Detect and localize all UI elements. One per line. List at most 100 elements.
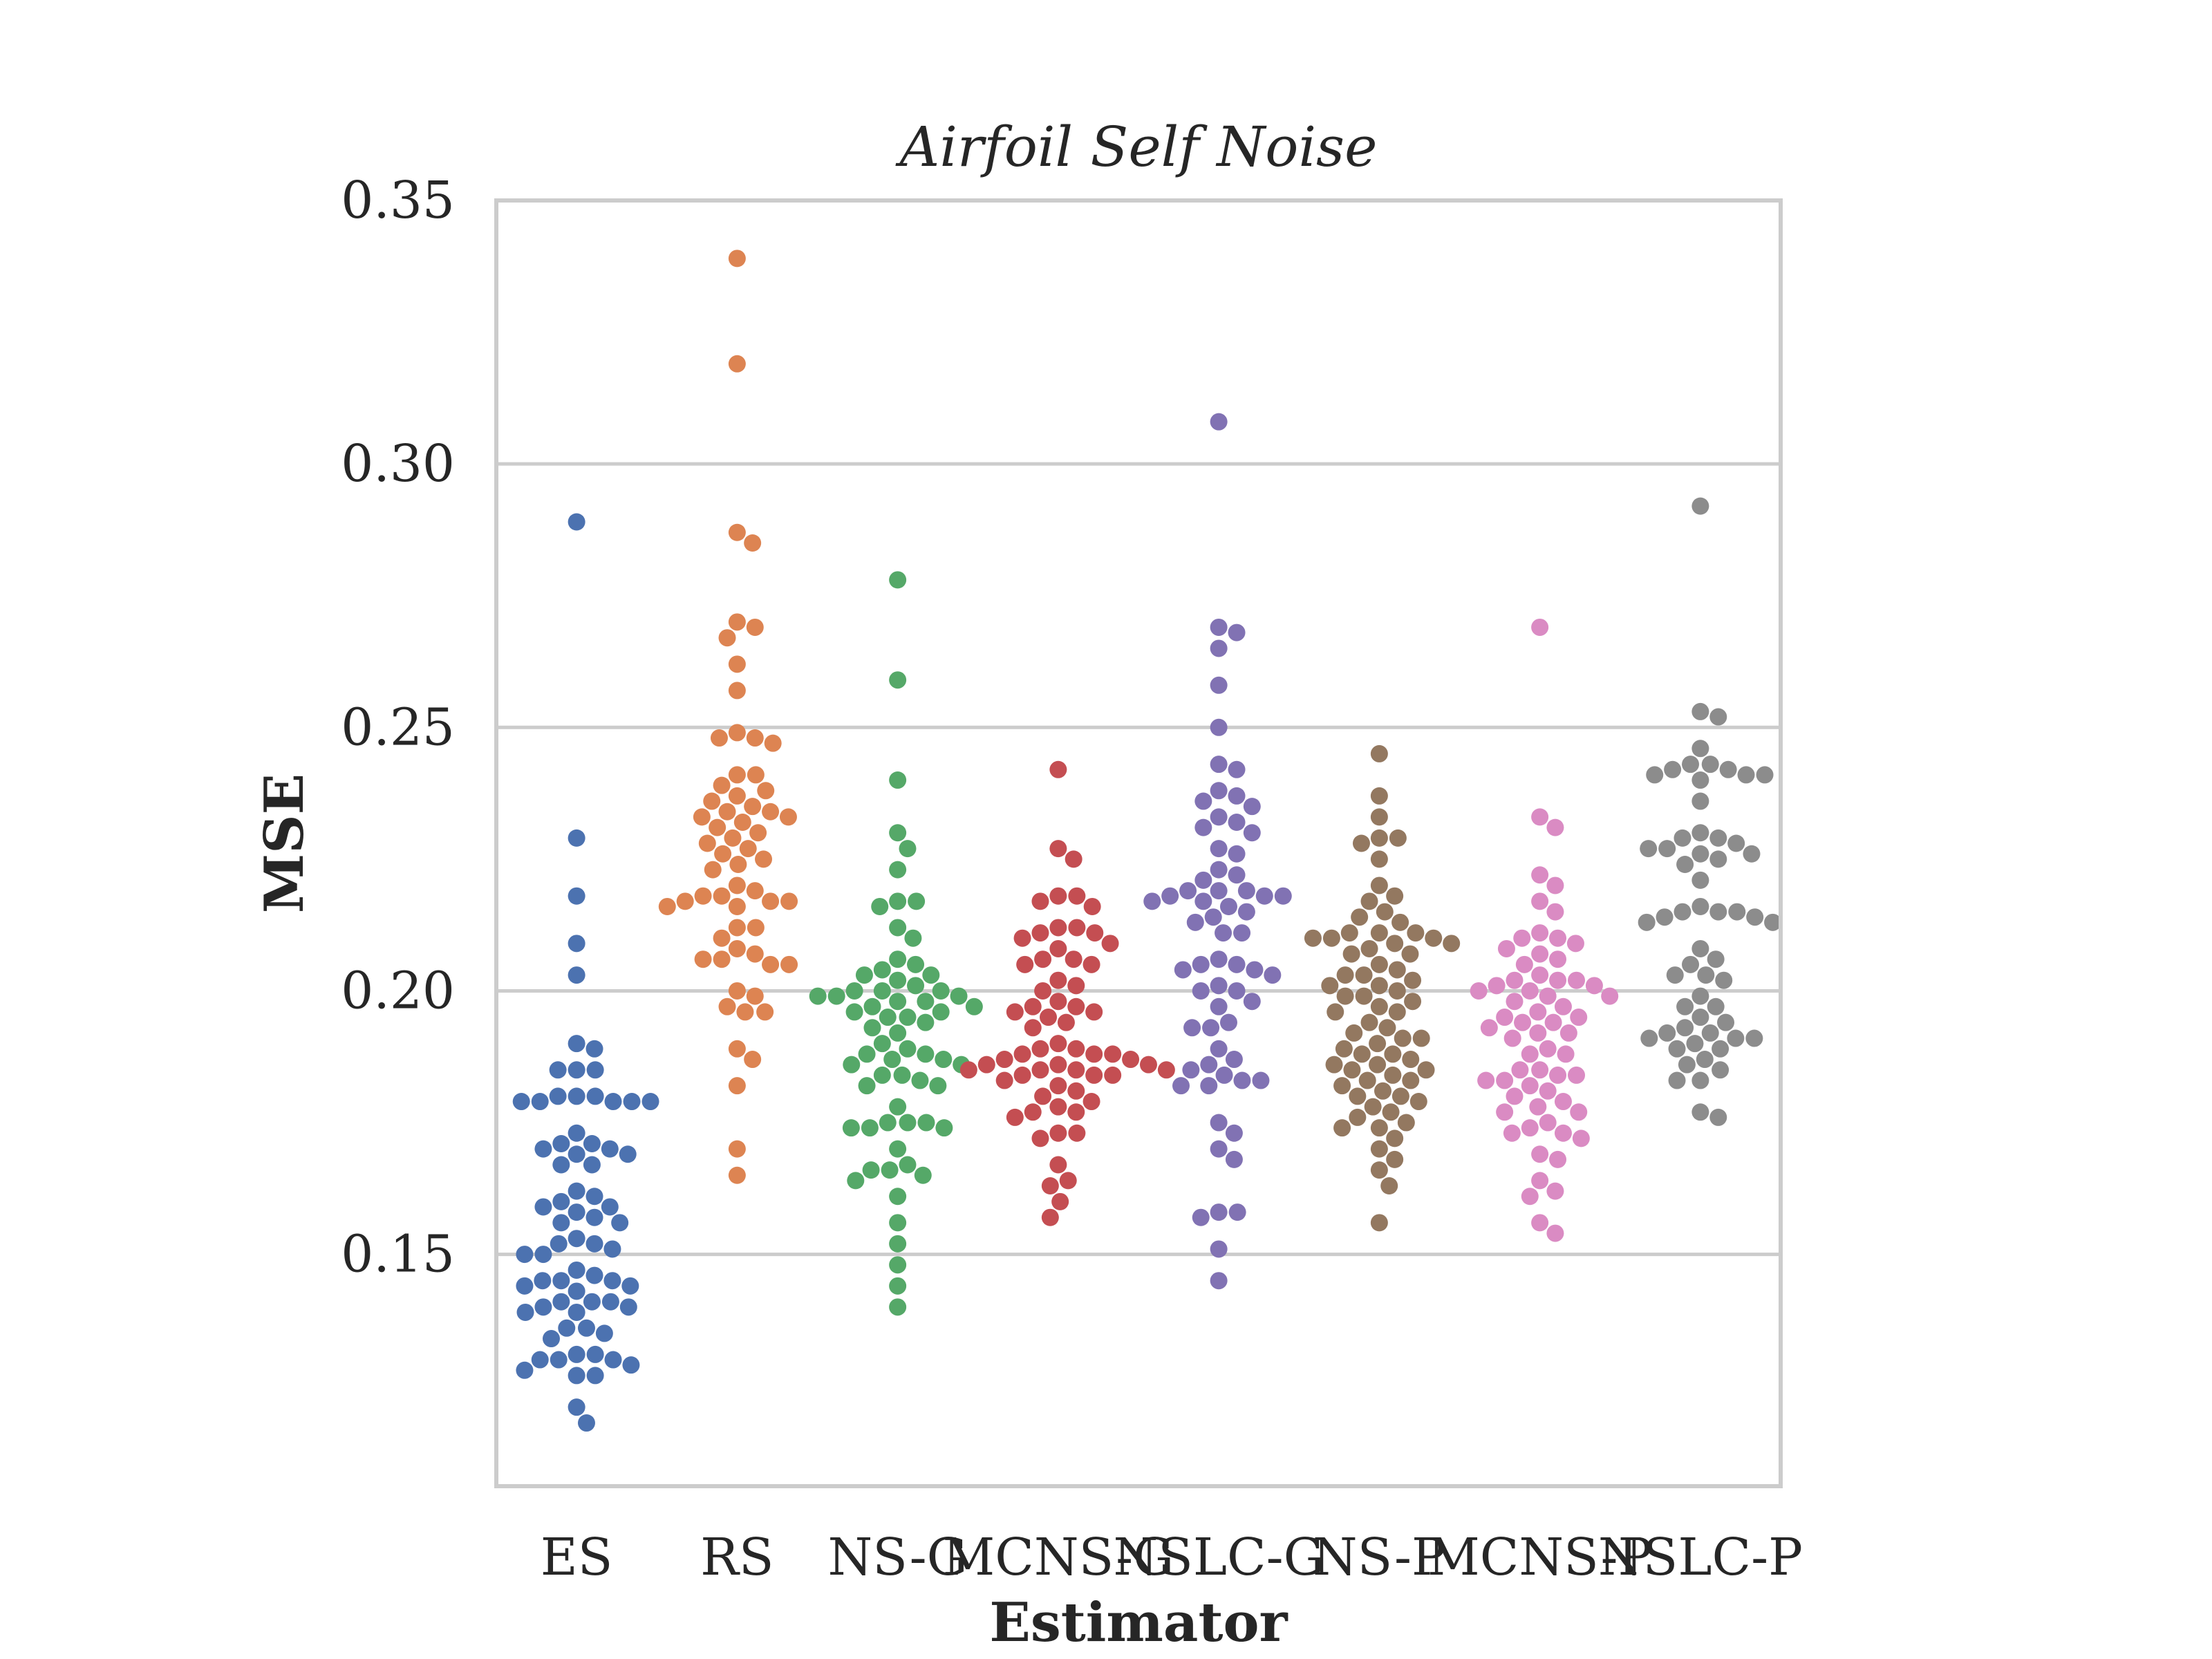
data-point [995, 1051, 1013, 1069]
data-point [583, 1135, 601, 1153]
data-point [728, 613, 746, 631]
data-point [1386, 935, 1404, 953]
y-tick-labels: 0.15 0.20 0.25 0.30 0.35 [341, 171, 455, 1284]
data-point [1674, 829, 1691, 847]
data-point [585, 1208, 603, 1226]
data-point [899, 1114, 917, 1132]
data-point [1041, 1177, 1059, 1194]
data-point [516, 1277, 534, 1295]
data-point [1701, 1024, 1719, 1042]
data-point [1049, 939, 1067, 957]
data-point [1691, 845, 1709, 863]
data-point [1210, 861, 1228, 879]
data-point [907, 955, 925, 973]
data-point [1024, 997, 1042, 1015]
data-point [1601, 987, 1619, 1005]
data-point [728, 766, 746, 784]
data-point [1210, 977, 1228, 995]
data-point [889, 1024, 907, 1042]
data-point [736, 1003, 754, 1021]
data-point [1264, 966, 1282, 984]
data-point [1343, 1061, 1361, 1079]
data-point [728, 523, 746, 541]
data-point [1370, 1214, 1388, 1232]
y-tick-label: 0.15 [341, 1225, 455, 1284]
data-point [1676, 997, 1694, 1015]
data-point [1031, 924, 1049, 942]
data-point [827, 987, 845, 1005]
data-point [1233, 924, 1251, 942]
data-point [718, 803, 736, 821]
data-point [1370, 1119, 1388, 1137]
data-point [1697, 966, 1715, 984]
data-point [1228, 787, 1246, 805]
data-point [1412, 1029, 1430, 1047]
data-point [1067, 997, 1085, 1015]
data-point [883, 1051, 901, 1069]
data-point [1380, 1177, 1398, 1194]
data-point [1682, 756, 1700, 774]
data-point [1370, 850, 1388, 868]
data-point [889, 571, 907, 589]
data-point [1521, 1119, 1539, 1137]
data-point [1389, 829, 1407, 847]
data-point [1506, 971, 1524, 989]
data-point [1067, 1061, 1085, 1079]
data-point [1443, 935, 1461, 953]
data-point [1085, 1066, 1103, 1084]
data-point [1719, 760, 1737, 778]
data-point [568, 1203, 585, 1221]
data-point [1083, 897, 1101, 915]
data-point [1333, 1077, 1351, 1095]
data-point [873, 961, 891, 979]
data-point [1496, 1071, 1514, 1089]
data-point [1531, 945, 1549, 963]
data-point [1228, 955, 1246, 973]
data-point [1219, 1013, 1237, 1031]
data-point [534, 1140, 552, 1158]
data-point [1640, 1029, 1658, 1047]
data-point [552, 1293, 570, 1311]
data-point [558, 1319, 576, 1337]
data-point [756, 1003, 774, 1021]
data-point [1204, 908, 1222, 926]
data-point [1531, 618, 1549, 636]
data-point [899, 840, 917, 858]
data-point [935, 1119, 953, 1137]
data-point [1691, 497, 1709, 515]
data-point [739, 840, 757, 858]
data-point [623, 1093, 641, 1111]
data-point [889, 892, 907, 910]
data-point [899, 1009, 917, 1027]
data-point [1172, 1077, 1190, 1095]
data-point [1210, 950, 1228, 968]
data-point [1745, 1029, 1763, 1047]
data-point [601, 1140, 619, 1158]
data-point [713, 950, 731, 968]
data-point [1506, 1087, 1524, 1105]
data-point [1335, 1040, 1353, 1058]
data-point [724, 829, 742, 847]
data-point [1225, 1150, 1243, 1168]
data-point [762, 955, 780, 973]
data-point [1049, 1098, 1067, 1116]
data-point [746, 729, 764, 747]
data-point [1691, 939, 1709, 957]
data-point [1049, 1124, 1067, 1142]
data-point [1085, 1045, 1103, 1063]
data-point [995, 1071, 1013, 1089]
data-point [568, 1282, 585, 1300]
data-point [899, 1040, 917, 1058]
data-point [1210, 1240, 1228, 1258]
data-point [1386, 1130, 1404, 1147]
data-point [757, 782, 775, 800]
data-point [516, 1246, 534, 1264]
data-point [889, 671, 907, 689]
data-point [1210, 840, 1228, 858]
data-point [1557, 1045, 1575, 1063]
data-point [1539, 1040, 1557, 1058]
data-point [1691, 1103, 1709, 1121]
data-point [1709, 829, 1727, 847]
data-point [595, 1324, 613, 1342]
x-tick-label: NSLC-P [1598, 1528, 1803, 1587]
